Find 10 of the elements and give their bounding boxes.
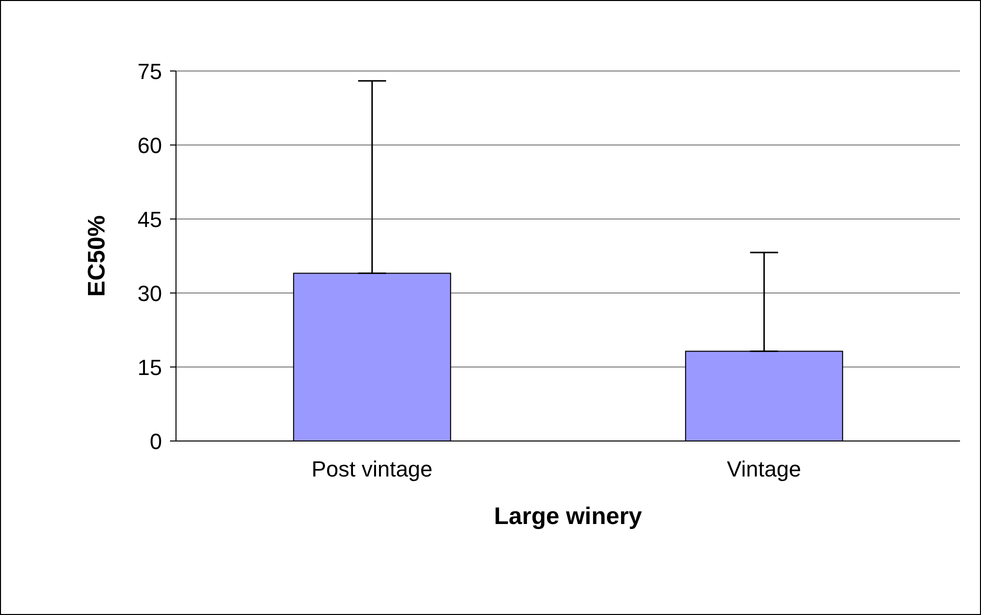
y-tick-label: 0 xyxy=(150,428,162,454)
y-tick-label: 60 xyxy=(138,132,162,158)
y-tick-label: 15 xyxy=(138,354,162,380)
y-tick-label: 45 xyxy=(138,206,162,232)
y-tick-label: 30 xyxy=(138,280,162,306)
x-tick-label: Vintage xyxy=(726,456,802,482)
y-tick-label: 75 xyxy=(138,58,162,84)
y-axis-title: EC50% xyxy=(84,215,111,297)
x-axis-title: Large winery xyxy=(494,503,643,530)
x-tick-label: Post vintage xyxy=(311,456,433,482)
